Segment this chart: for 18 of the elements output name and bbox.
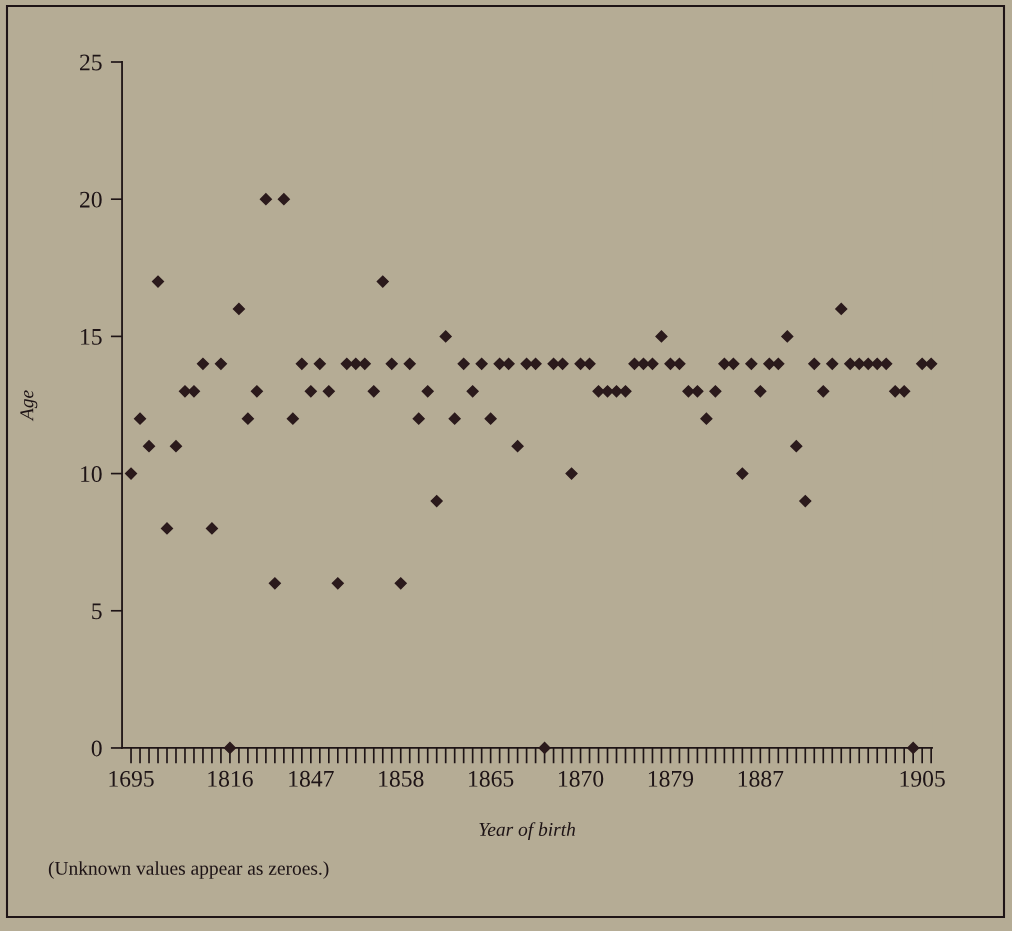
x-tick-label: 1858 (379, 770, 424, 787)
x-tick-label: 1847 (289, 770, 334, 787)
y-tick-label: 15 (81, 328, 102, 345)
x-tick-label: 1879 (648, 770, 694, 787)
y-axis-title: Age (20, 390, 38, 422)
x-tick-label: 1695 (109, 770, 154, 787)
y-tick-label: 20 (80, 191, 102, 208)
x-tick-label: 1865 (469, 770, 514, 787)
x-tick-label: 1887 (738, 770, 784, 787)
x-axis-title: Year of birth (479, 822, 576, 840)
y-tick-label: 5 (92, 603, 102, 620)
x-tick-label: 1870 (559, 770, 604, 787)
y-tick-label: 0 (91, 740, 102, 757)
x-tick-label: 1816 (208, 770, 253, 787)
x-tick-label: 1905 (900, 770, 945, 787)
y-tick-label: 10 (81, 466, 102, 483)
text: (Unknown values appear as zeroes.) (48, 861, 329, 879)
y-tick-label: 25 (80, 54, 102, 71)
